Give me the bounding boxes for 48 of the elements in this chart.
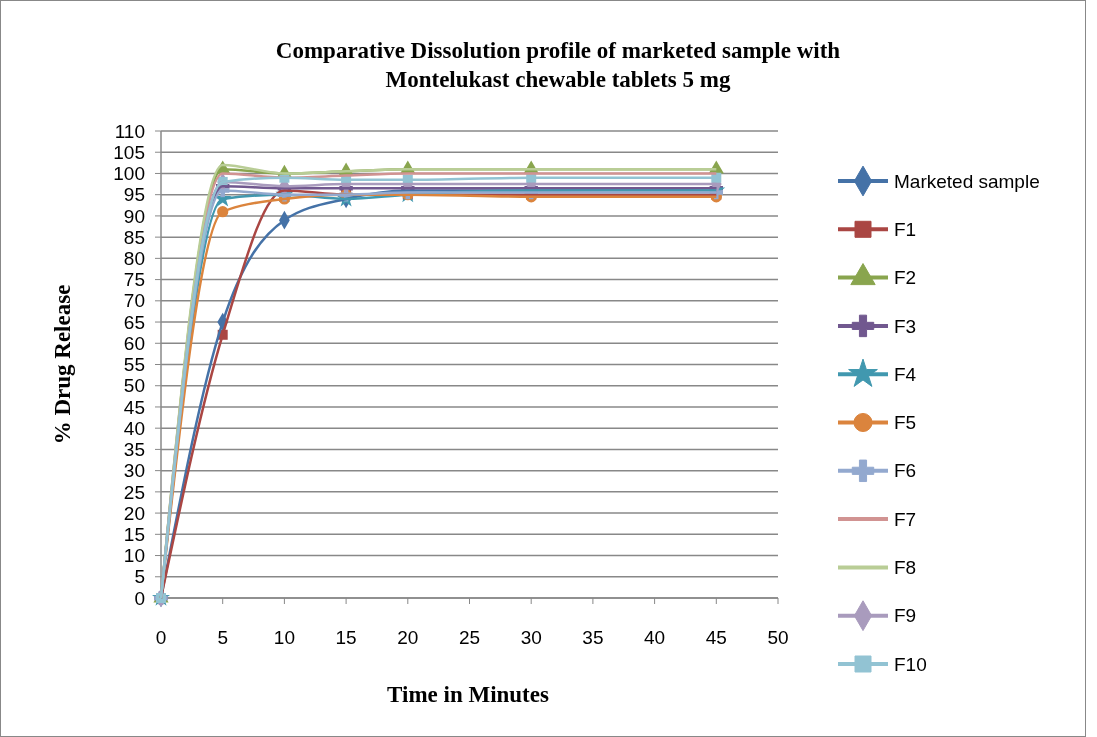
y-tick-label: 70	[123, 290, 145, 312]
x-tick-label: 20	[397, 627, 419, 648]
y-tick-label: 55	[123, 354, 145, 376]
legend-label: F5	[894, 412, 917, 434]
x-axis-title: Time in Minutes	[387, 682, 549, 707]
legend-label: F6	[894, 460, 917, 482]
y-tick-label: 75	[123, 269, 145, 291]
y-tick-label: 105	[113, 141, 145, 163]
x-tick-label: 0	[155, 627, 167, 648]
y-tick-label: 95	[123, 184, 145, 206]
legend-label: F2	[894, 267, 917, 289]
legend-label: F10	[894, 653, 927, 675]
y-tick-label: 0	[134, 587, 145, 609]
y-tick-label: 40	[123, 417, 145, 439]
legend-label: F1	[894, 218, 917, 240]
y-tick-label: 45	[123, 396, 145, 418]
y-tick-label: 5	[134, 566, 145, 588]
y-tick-label: 50	[123, 375, 145, 397]
y-tick-label: 20	[123, 502, 145, 524]
x-tick-label: 40	[644, 627, 666, 648]
y-tick-label: 10	[123, 545, 145, 567]
chart-title: Comparative Dissolution profile of marketed sample with Montelukast chewable tablets 5 mg	[275, 38, 841, 92]
x-tick-label: 10	[273, 627, 295, 648]
x-tick-label: 35	[582, 627, 604, 648]
y-axis-title: % Drug Release	[50, 284, 75, 445]
y-tick-label: 110	[114, 120, 145, 142]
x-tick-label: 15	[335, 627, 357, 648]
y-tick-label: 85	[123, 226, 145, 248]
x-tick-label: 50	[767, 627, 789, 648]
y-tick-label: 35	[123, 439, 145, 461]
y-tick-label: 80	[123, 248, 145, 270]
x-tick-label: 25	[458, 627, 481, 648]
legend-label: F4	[894, 363, 917, 385]
y-tick-label: 25	[123, 481, 145, 503]
x-tick-label: 45	[705, 627, 727, 648]
x-tick-label: 30	[520, 627, 542, 648]
legend-label: F7	[894, 508, 917, 530]
x-tick-label: 5	[217, 627, 228, 648]
y-tick-label: 100	[113, 163, 145, 185]
legend-label: Marketed sample	[894, 170, 1040, 192]
y-tick-label: 65	[123, 311, 145, 333]
legend-label: F3	[894, 315, 917, 337]
legend-label: F8	[894, 557, 917, 579]
y-tick-label: 30	[123, 460, 145, 482]
legend-label: F9	[894, 605, 917, 627]
y-tick-label: 60	[123, 332, 145, 354]
y-tick-label: 90	[123, 205, 145, 227]
y-tick-label: 15	[123, 523, 145, 545]
